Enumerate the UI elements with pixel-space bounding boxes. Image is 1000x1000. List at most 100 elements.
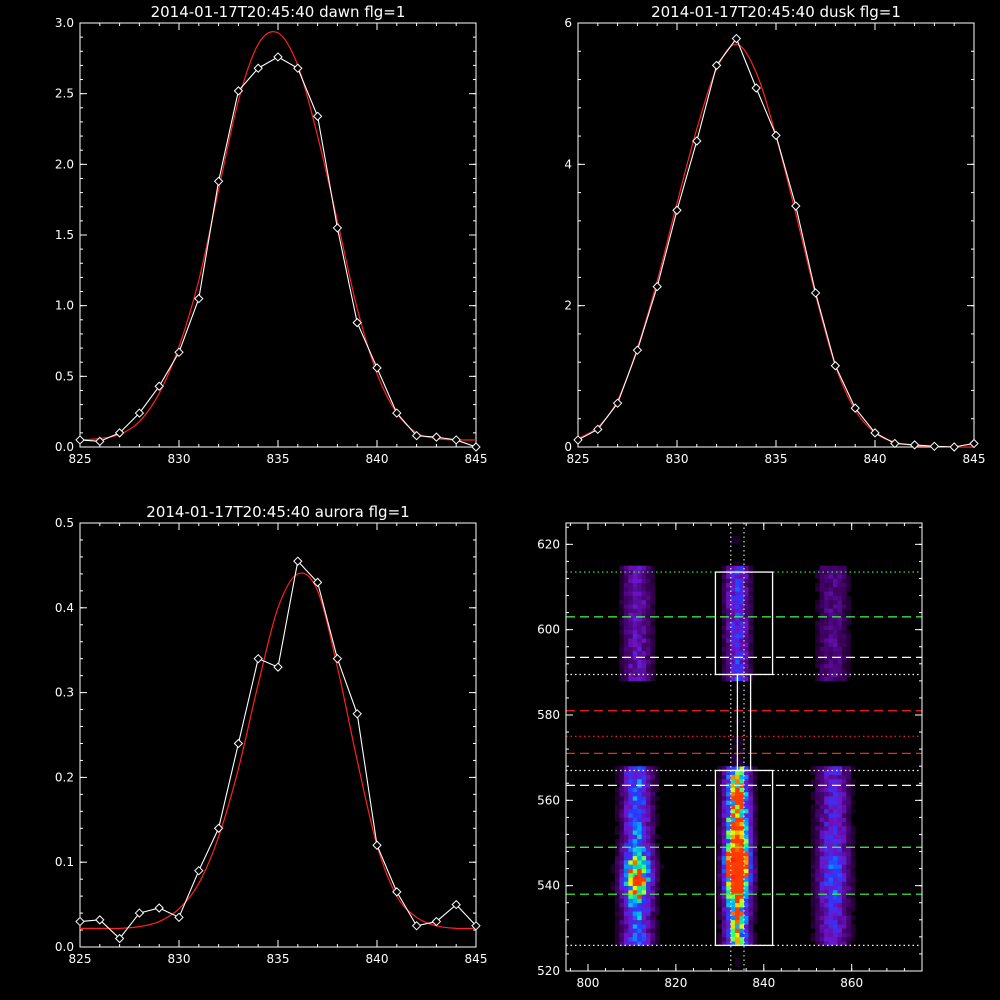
heatmap-cell-856 bbox=[833, 817, 838, 822]
heatmap-cell-350 bbox=[717, 889, 723, 895]
heatmap-cell-1624 bbox=[623, 599, 629, 605]
heatmap-cell-1800 bbox=[837, 569, 843, 575]
heatmap-cell-1447 bbox=[641, 633, 647, 639]
heatmap-cell-1408 bbox=[739, 642, 745, 648]
heatmap-cell-345 bbox=[637, 889, 642, 895]
heatmap-cell-1022 bbox=[833, 791, 838, 797]
heatmap-cell-607 bbox=[619, 851, 625, 857]
heatmap-cell-1687 bbox=[837, 591, 843, 596]
heatmap-cell-937 bbox=[819, 804, 825, 810]
heatmap-cell-656 bbox=[819, 847, 825, 852]
heatmap-cell-145 bbox=[632, 919, 638, 925]
heatmap-cell-585 bbox=[650, 855, 656, 861]
heatmap-cell-786 bbox=[717, 825, 723, 831]
heatmap-cell-1234 bbox=[837, 676, 843, 682]
heatmap-cell-540 bbox=[819, 864, 825, 869]
heatmap-cell-516 bbox=[850, 868, 856, 874]
heatmap-cell-1661 bbox=[819, 595, 825, 601]
heatmap-cell-1092 bbox=[655, 779, 660, 784]
heatmap-cell-1689 bbox=[619, 587, 625, 592]
heatmap-cell-1431 bbox=[739, 638, 745, 643]
heatmap-cell-470 bbox=[726, 872, 731, 878]
heatmap-cell-684 bbox=[815, 843, 820, 848]
heatmap-cell-757 bbox=[650, 830, 656, 835]
heatmap-cell-895 bbox=[646, 808, 651, 814]
heatmap-cell-1770 bbox=[744, 574, 749, 579]
heatmap-cell-299 bbox=[748, 898, 754, 904]
heatmap-cell-891 bbox=[628, 808, 634, 814]
plot-frame bbox=[79, 522, 477, 948]
heatmap-cell-112 bbox=[850, 928, 856, 933]
heatmap-cell-1117 bbox=[637, 774, 642, 780]
heatmap-cell-1232 bbox=[828, 676, 834, 682]
heatmap-cell-358 bbox=[752, 889, 758, 895]
heatmap-cell-1537 bbox=[637, 616, 642, 622]
heatmap-cell-369 bbox=[610, 885, 616, 891]
data-point-4 bbox=[154, 903, 164, 913]
heatmap-cell-1362 bbox=[739, 651, 745, 656]
heatmap-cell-1147 bbox=[650, 770, 656, 776]
heatmap-cell-686 bbox=[824, 843, 829, 848]
heatmap-cell-355 bbox=[739, 889, 745, 895]
heatmap-cell-161 bbox=[819, 919, 825, 925]
heatmap-cell-945 bbox=[619, 800, 625, 805]
heatmap-cell-1230 bbox=[819, 676, 825, 682]
heatmap-cell-1381 bbox=[721, 646, 727, 652]
heatmap-cell-1128 bbox=[744, 774, 749, 780]
heatmap-cell-1311 bbox=[650, 659, 656, 665]
heatmap-cell-1027 bbox=[614, 787, 620, 793]
heatmap-cell-1340 bbox=[744, 655, 749, 660]
heatmap-cell-1634 bbox=[735, 599, 740, 605]
heatmap-cell-791 bbox=[739, 825, 745, 831]
heatmap-cell-377 bbox=[646, 885, 651, 891]
heatmap-cell-537 bbox=[752, 864, 758, 869]
heatmap-cell-328 bbox=[748, 894, 754, 899]
heatmap-cell-1440 bbox=[841, 638, 847, 643]
heatmap-cell-1348 bbox=[841, 655, 847, 660]
heatmap-cell-279 bbox=[841, 902, 847, 908]
heatmap-cell-1524 bbox=[748, 621, 754, 626]
heatmap-cell-1566 bbox=[735, 612, 740, 618]
heatmap-cell-574 bbox=[841, 860, 847, 865]
heatmap-cell-1489 bbox=[623, 625, 629, 630]
heatmap-cell-111 bbox=[846, 928, 852, 933]
heatmap-cell-1262 bbox=[632, 668, 638, 673]
heatmap-cell-742 bbox=[824, 834, 829, 840]
heatmap-cell-301 bbox=[810, 898, 816, 904]
heatmap-cell-1094 bbox=[721, 779, 727, 784]
heatmap-cell-1097 bbox=[735, 779, 740, 784]
heatmap-cell-522 bbox=[632, 864, 638, 869]
heatmap-cell-578 bbox=[619, 855, 625, 861]
y-tick-label: 4 bbox=[564, 157, 572, 171]
heatmap-cell-702 bbox=[717, 838, 723, 844]
heatmap-cell-1433 bbox=[748, 638, 754, 643]
heatmap-cell-10 bbox=[650, 941, 656, 946]
heatmap-cell-1492 bbox=[637, 625, 642, 630]
heatmap-cell-198 bbox=[623, 911, 629, 916]
heatmap-cell-671 bbox=[646, 843, 651, 848]
heatmap-cell-1565 bbox=[730, 612, 736, 618]
data-point-3 bbox=[134, 408, 145, 418]
heatmap-cell-1420 bbox=[623, 638, 629, 643]
heatmap-cell-60 bbox=[623, 932, 629, 938]
heatmap-cell-1802 bbox=[619, 565, 625, 571]
heatmap-cell-1091 bbox=[650, 779, 656, 784]
heatmap-cell-1378 bbox=[641, 646, 647, 652]
heatmap-cell-1551 bbox=[833, 616, 838, 622]
heatmap-cell-433 bbox=[632, 877, 638, 882]
heatmap-cell-970 bbox=[850, 800, 856, 805]
heatmap-cell-1050 bbox=[833, 787, 838, 793]
heatmap-cell-1456 bbox=[748, 633, 754, 639]
heatmap-cell-623 bbox=[748, 851, 754, 857]
heatmap-cell-804 bbox=[850, 825, 856, 831]
heatmap-cell-1758 bbox=[623, 574, 629, 579]
heatmap-cell-870 bbox=[717, 813, 723, 818]
heatmap-cell-75 bbox=[748, 932, 754, 938]
heatmap-cell-872 bbox=[726, 813, 731, 818]
heatmap-cell-800 bbox=[833, 825, 838, 831]
heatmap-cell-374 bbox=[632, 885, 638, 891]
heatmap-cell-871 bbox=[721, 813, 727, 818]
heatmap-cell-366 bbox=[841, 889, 847, 895]
heatmap-cell-417 bbox=[748, 881, 754, 886]
heatmap-cell-1809 bbox=[650, 565, 656, 571]
